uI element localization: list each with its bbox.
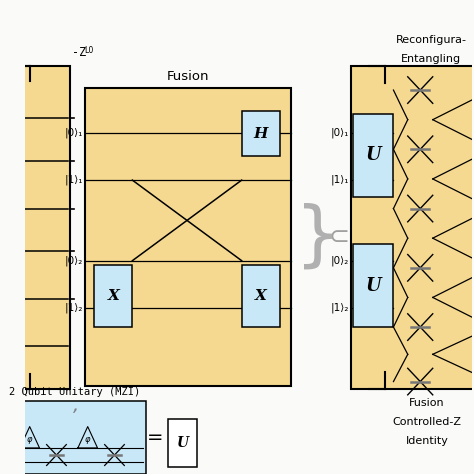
- Text: Reconfigura-: Reconfigura-: [396, 35, 467, 45]
- Bar: [353, 114, 393, 197]
- Text: Entangling: Entangling: [401, 54, 462, 64]
- Text: H: H: [254, 127, 268, 141]
- Text: Identity: Identity: [405, 436, 448, 446]
- Text: Fusion: Fusion: [167, 70, 210, 83]
- Text: U: U: [176, 436, 189, 450]
- Bar: [85, 88, 291, 386]
- Text: X: X: [108, 289, 119, 303]
- Text: LO: LO: [84, 46, 94, 55]
- Text: U: U: [365, 146, 381, 164]
- Text: |0⟩₂: |0⟩₂: [330, 255, 349, 266]
- Bar: [0, 66, 70, 389]
- Text: |1⟩₁: |1⟩₁: [65, 175, 83, 185]
- Text: ⊂: ⊂: [329, 225, 350, 249]
- Text: 2 Qubit Unitary (MZI): 2 Qubit Unitary (MZI): [9, 387, 140, 397]
- Bar: [94, 265, 132, 327]
- Text: =: =: [146, 428, 163, 447]
- Text: ,: ,: [73, 396, 80, 415]
- Text: |0⟩₁: |0⟩₁: [65, 128, 83, 138]
- Text: |1⟩₂: |1⟩₂: [65, 303, 83, 313]
- Text: Fusion: Fusion: [409, 398, 445, 408]
- Bar: [351, 66, 474, 389]
- Text: φ: φ: [27, 435, 32, 444]
- Text: }: }: [295, 202, 341, 272]
- Text: -Z: -Z: [72, 46, 86, 59]
- Bar: [353, 244, 393, 327]
- Text: |1⟩₁: |1⟩₁: [330, 175, 349, 185]
- Text: φ: φ: [85, 435, 91, 444]
- Text: U: U: [365, 277, 381, 294]
- Text: |1⟩₂: |1⟩₂: [330, 303, 349, 313]
- Bar: [242, 111, 280, 156]
- Bar: [168, 419, 197, 467]
- Bar: [3, 401, 146, 474]
- Text: |0⟩₂: |0⟩₂: [65, 255, 83, 266]
- Bar: [242, 265, 280, 327]
- Text: X: X: [255, 289, 266, 303]
- Text: |0⟩₁: |0⟩₁: [330, 128, 349, 138]
- Text: Controlled-Z: Controlled-Z: [392, 417, 461, 427]
